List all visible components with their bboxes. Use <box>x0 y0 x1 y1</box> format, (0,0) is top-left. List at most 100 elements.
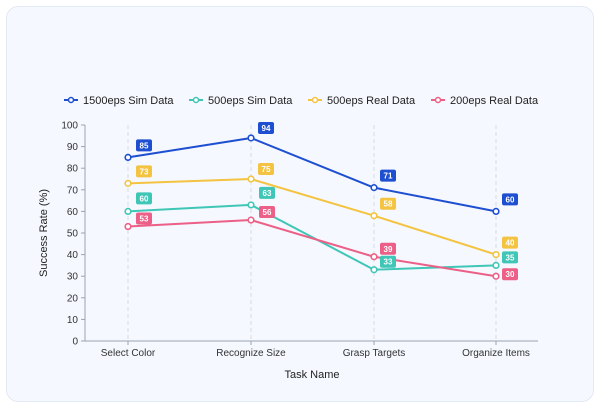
data-label: 75 <box>258 163 274 175</box>
x-tick-label: Recognize Size <box>216 348 286 359</box>
data-label: 40 <box>502 236 518 249</box>
series-lines <box>124 134 500 280</box>
data-label-badge <box>380 242 396 255</box>
legend-swatch-marker <box>311 96 319 104</box>
data-label-badge <box>502 236 518 249</box>
data-point <box>247 134 255 142</box>
data-point <box>124 207 132 215</box>
legend-item: 1500eps Sim Data <box>64 95 174 107</box>
data-point <box>492 272 500 280</box>
data-label: 35 <box>502 251 518 264</box>
series-line <box>127 178 497 256</box>
data-labels: 85 94 71 60 60 63 33 35 73 75 58 40 53 56 39 30 <box>136 121 518 281</box>
legend-label: 1500eps Sim Data <box>83 95 174 107</box>
data-label-badge <box>380 255 396 268</box>
y-tick-label: 100 <box>61 121 78 132</box>
data-point <box>370 184 378 192</box>
data-label-text: 73 <box>140 167 149 176</box>
x-tick-label: Grasp Targets <box>343 348 406 359</box>
data-label-text: 39 <box>384 245 393 254</box>
data-point <box>124 179 132 187</box>
legend-swatch-marker <box>67 96 75 104</box>
y-axis-title: Success Rate (%) <box>38 189 50 277</box>
x-axis: Select Color Recognize Size Grasp Targets O… <box>85 340 538 359</box>
legend-item: 500eps Sim Data <box>189 95 293 107</box>
data-label: 71 <box>380 169 396 182</box>
data-label-badge <box>380 169 396 182</box>
data-label: 58 <box>380 197 396 210</box>
data-point <box>492 261 500 270</box>
data-label-text: 40 <box>506 239 515 248</box>
data-point <box>370 253 378 261</box>
data-point <box>247 216 255 224</box>
y-tick-label: 90 <box>67 142 79 153</box>
data-label: 63 <box>259 186 275 199</box>
data-label: 94 <box>258 121 274 134</box>
data-label: 73 <box>136 165 152 178</box>
data-point <box>247 175 255 183</box>
x-axis-title: Task Name <box>284 369 339 381</box>
data-label-badge <box>502 268 518 281</box>
y-tick-label: 70 <box>67 185 79 196</box>
data-point <box>247 201 255 209</box>
data-label: 56 <box>259 206 275 219</box>
data-label-text: 33 <box>384 258 393 267</box>
data-label-badge <box>136 212 152 225</box>
data-point <box>492 207 500 215</box>
data-label-text: 63 <box>263 189 272 198</box>
y-tick-label: 40 <box>67 250 79 261</box>
y-tick-label: 10 <box>67 315 79 326</box>
data-label-badge <box>136 165 152 178</box>
legend-label: 500eps Sim Data <box>208 95 293 107</box>
y-tick-label: 80 <box>67 164 79 175</box>
data-label-badge <box>258 163 274 175</box>
data-label-badge <box>258 121 274 134</box>
data-label-text: 35 <box>506 253 515 262</box>
data-point <box>124 222 132 231</box>
data-label-text: 30 <box>506 270 515 279</box>
series-line <box>127 203 497 271</box>
legend: 1500eps Sim Data 500eps Sim Data 500eps Re… <box>64 95 539 107</box>
data-label: 60 <box>136 192 152 205</box>
data-label: 30 <box>502 268 518 281</box>
data-label-text: 60 <box>506 195 515 204</box>
y-tick-label: 50 <box>67 229 79 240</box>
data-label-text: 71 <box>384 172 393 181</box>
data-label-text: 53 <box>140 215 149 224</box>
legend-item: 500eps Real Data <box>308 95 416 107</box>
data-point <box>370 266 378 274</box>
grid-lines <box>127 125 497 341</box>
y-tick-label: 60 <box>67 207 79 218</box>
data-label-text: 75 <box>262 165 271 174</box>
x-tick-label: Select Color <box>101 348 156 359</box>
data-point <box>492 251 500 259</box>
data-label-badge <box>502 251 518 264</box>
series-line <box>127 219 497 278</box>
data-label-badge <box>136 192 152 205</box>
legend-label: 500eps Real Data <box>327 95 416 107</box>
data-label-badge <box>259 186 275 199</box>
data-label-text: 60 <box>140 194 149 203</box>
data-point <box>124 153 132 161</box>
y-tick-label: 30 <box>67 272 79 283</box>
data-label: 53 <box>136 212 152 225</box>
data-label-text: 56 <box>263 208 272 217</box>
data-label: 85 <box>136 139 152 152</box>
data-label-text: 85 <box>140 141 149 150</box>
y-tick-label: 20 <box>67 293 79 304</box>
data-label-badge <box>136 139 152 152</box>
data-label: 39 <box>380 242 396 255</box>
legend-label: 200eps Real Data <box>450 95 539 107</box>
data-label-badge <box>259 206 275 219</box>
legend-swatch-marker <box>434 96 442 104</box>
data-point <box>370 212 378 220</box>
data-label-text: 58 <box>384 200 393 209</box>
data-label-badge <box>502 193 518 206</box>
y-axis: 0 10 20 30 40 50 60 70 80 90 100 <box>61 121 86 348</box>
data-label: 33 <box>380 255 396 268</box>
legend-item: 200eps Real Data <box>431 95 539 107</box>
series-line <box>127 136 497 213</box>
x-tick-label: Organize Items <box>462 348 530 359</box>
y-tick-label: 0 <box>72 337 78 348</box>
